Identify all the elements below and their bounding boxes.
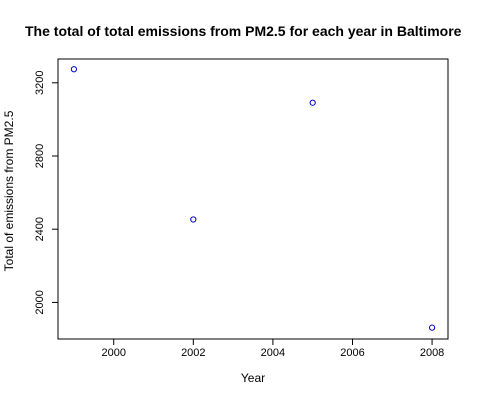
y-axis: 2000 2400 2800 3200 xyxy=(34,71,58,315)
data-point xyxy=(70,66,78,73)
data-point xyxy=(428,324,436,331)
x-tick-label: 2000 xyxy=(101,347,125,359)
x-tick-label: 2008 xyxy=(420,347,444,359)
data-points xyxy=(70,66,436,331)
y-tick-label: 2400 xyxy=(34,217,46,241)
x-axis: 2000 2002 2004 2006 2008 xyxy=(101,339,444,359)
y-tick-label: 2000 xyxy=(34,290,46,314)
data-point xyxy=(190,216,197,223)
x-tick-label: 2006 xyxy=(340,347,364,359)
y-axis-label: Total of emissions from PM2.5 xyxy=(2,110,16,271)
plot-frame xyxy=(57,58,449,340)
x-axis-label: Year xyxy=(241,371,265,385)
chart-title: The total of total emissions from PM2.5 … xyxy=(25,23,462,39)
x-tick-label: 2002 xyxy=(181,347,205,359)
y-tick-label: 3200 xyxy=(34,71,46,95)
y-tick-label: 2800 xyxy=(34,144,46,168)
x-tick-label: 2004 xyxy=(261,347,285,359)
data-point xyxy=(309,99,316,106)
